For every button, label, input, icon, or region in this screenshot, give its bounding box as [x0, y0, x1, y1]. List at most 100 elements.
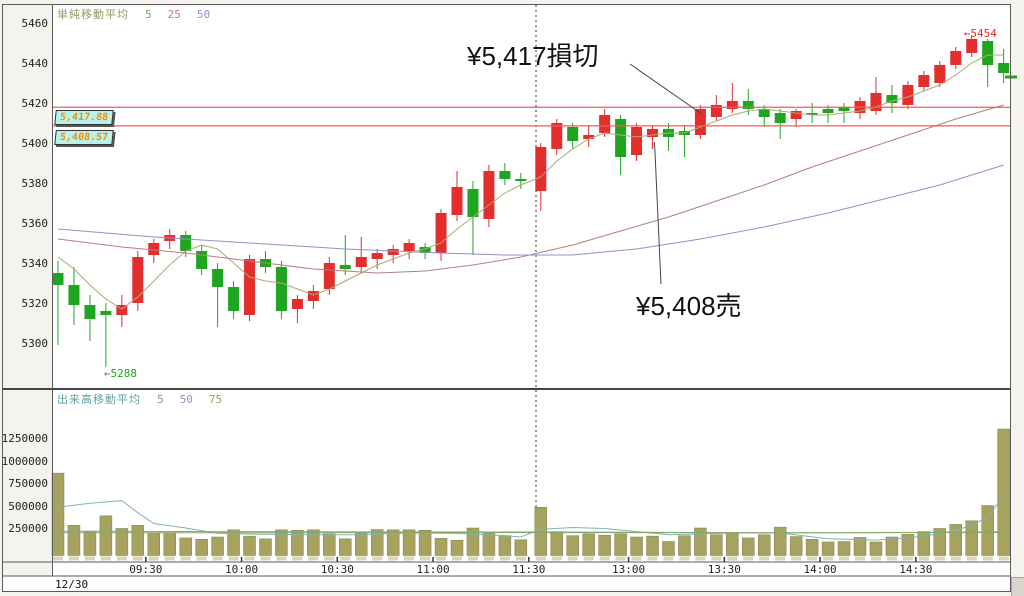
- volume-bar: [418, 530, 432, 556]
- price-ma50-line: [57, 164, 1004, 256]
- volume-axis-label: 1000000: [1, 454, 48, 468]
- candle-period-tick: [902, 556, 913, 561]
- candle-body: [615, 119, 627, 157]
- candle-period-tick: [791, 556, 802, 561]
- candle-body: [419, 247, 431, 253]
- candle-body: [132, 257, 144, 303]
- legend-item-ma5: 5: [145, 8, 152, 21]
- candle-body: [726, 101, 738, 109]
- order-price-tag-stoploss[interactable]: 5,417.88: [54, 110, 114, 126]
- candle-body: [435, 213, 447, 253]
- chart-frame: [2, 4, 1011, 592]
- candle-body: [694, 109, 706, 135]
- candle-body: [275, 267, 287, 311]
- candle-body: [599, 115, 611, 133]
- volume-bar: [514, 539, 528, 556]
- candle-period-tick: [292, 556, 303, 561]
- candle-body: [467, 189, 479, 217]
- price-axis-label: 5320: [21, 297, 49, 310]
- candle-body: [244, 259, 256, 315]
- candle-period-tick: [934, 556, 945, 561]
- candle-period-tick: [228, 556, 239, 561]
- date-row-bg: [2, 576, 1011, 592]
- time-axis-label: 13:00: [612, 563, 646, 576]
- volume-bar: [482, 533, 496, 556]
- candle-body: [774, 113, 786, 123]
- volume-bar: [370, 529, 384, 556]
- volume-bar: [386, 529, 400, 556]
- candle-period-tick: [100, 556, 111, 561]
- candle-body: [196, 251, 208, 269]
- volume-bar: [869, 541, 883, 556]
- volume-ma-legend: 出来高移動平均 5 50 75: [57, 394, 222, 406]
- candle-period-tick: [679, 556, 690, 561]
- candle-body: [483, 171, 495, 219]
- candle-period-tick: [599, 556, 610, 561]
- volume-axis-label: 250000: [8, 522, 48, 535]
- candle-period-tick: [982, 556, 993, 561]
- candle-period-tick: [372, 556, 383, 561]
- candle-period-tick: [998, 556, 1009, 561]
- time-axis-label: 13:30: [707, 563, 741, 576]
- candle-body: [148, 243, 160, 255]
- volume-bar: [678, 535, 691, 556]
- volume-bar: [115, 528, 129, 556]
- scrollbar-corner[interactable]: [1011, 577, 1024, 596]
- candle-body: [758, 109, 770, 117]
- candle-body: [950, 51, 962, 65]
- candle-body: [84, 305, 96, 319]
- volume-bar: [498, 535, 512, 556]
- session-low-marker: ←5288: [103, 367, 137, 380]
- volume-bar: [933, 528, 947, 556]
- candle-period-tick: [966, 556, 977, 561]
- candle-body: [515, 179, 527, 181]
- volume-bar: [901, 534, 915, 556]
- candle-period-tick: [340, 556, 351, 561]
- candle-body: [371, 253, 383, 259]
- volume-bar: [147, 532, 161, 556]
- candle-body: [323, 263, 335, 289]
- volume-bar: [243, 535, 256, 556]
- candle-body: [742, 101, 754, 109]
- candle-body: [535, 147, 547, 191]
- volume-bar: [275, 529, 288, 556]
- candle-period-tick: [663, 556, 674, 561]
- candle-period-tick: [631, 556, 642, 561]
- volume-vma5-line: [57, 495, 1005, 541]
- volume-bar: [789, 536, 803, 556]
- candle-body: [647, 129, 659, 137]
- candle-period-tick: [515, 556, 526, 561]
- volume-bar: [99, 515, 113, 556]
- candle-period-tick: [452, 556, 462, 561]
- candle-period-tick: [711, 556, 722, 561]
- date-label: 12/30: [55, 578, 89, 591]
- candle-period-tick: [743, 556, 754, 561]
- candle-body: [710, 105, 722, 117]
- annotation-stoploss: ¥5,417損切: [467, 41, 599, 71]
- volume-bar: [837, 541, 851, 556]
- price-axis-label: 5380: [21, 177, 49, 190]
- candle-period-tick: [212, 556, 223, 561]
- volume-bar: [726, 532, 739, 556]
- price-axis-label: 5300: [21, 337, 49, 350]
- order-price-tag-sell[interactable]: 5,408.57: [54, 129, 114, 145]
- candle-period-tick: [583, 556, 594, 561]
- candle-body: [68, 285, 80, 305]
- volume-bar: [853, 537, 867, 556]
- time-axis-label: 10:30: [320, 563, 354, 576]
- candle-body: [934, 65, 946, 83]
- candle-period-tick: [436, 556, 447, 561]
- candle-period-tick: [244, 556, 255, 561]
- volume-bar: [965, 520, 978, 556]
- candle-body: [583, 135, 595, 139]
- volume-bar: [742, 537, 755, 556]
- chart-panels-bg: [52, 4, 1010, 576]
- candle-period-tick: [84, 556, 95, 561]
- volume-bar: [227, 529, 240, 556]
- candle-body: [403, 243, 415, 251]
- volume-bar: [323, 533, 336, 556]
- price-axis-label: 5340: [21, 257, 49, 270]
- candle-period-tick: [759, 556, 770, 561]
- candle-body: [451, 187, 463, 215]
